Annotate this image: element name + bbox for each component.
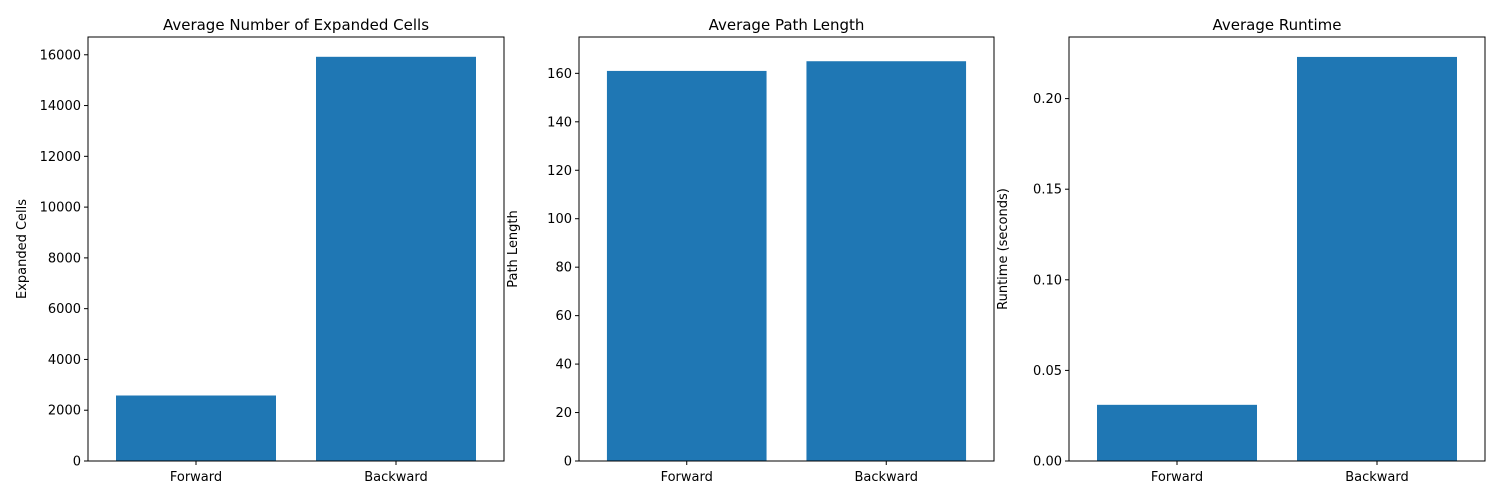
y-tick-label: 4000 <box>48 353 81 368</box>
y-tick-label: 0 <box>564 455 572 470</box>
chart-title: Average Runtime <box>1212 16 1341 34</box>
x-tick-label: Forward <box>170 470 222 485</box>
bar-backward <box>316 56 476 462</box>
y-tick-label: 80 <box>555 261 572 276</box>
y-tick-label: 12000 <box>40 150 81 165</box>
y-tick-label: 40 <box>555 358 572 373</box>
chart-title: Average Path Length <box>709 16 865 34</box>
y-tick-label: 0 <box>73 455 81 470</box>
y-tick-label: 0.00 <box>1033 455 1062 470</box>
y-tick-label: 8000 <box>48 251 81 266</box>
x-tick-label: Forward <box>661 470 713 485</box>
y-tick-label: 60 <box>555 309 572 324</box>
x-tick-label: Forward <box>1151 470 1203 485</box>
y-tick-label: 160 <box>547 67 572 82</box>
bar-backward <box>1297 56 1457 462</box>
y-tick-label: 0.15 <box>1033 183 1062 198</box>
y-tick-label: 20 <box>555 406 572 421</box>
y-tick-label: 0.20 <box>1033 92 1062 107</box>
y-tick-label: 0.10 <box>1033 273 1062 288</box>
x-tick-label: Backward <box>1345 470 1409 485</box>
bar-forward <box>116 395 276 461</box>
axes-frame <box>1068 36 1486 462</box>
y-tick-label: 100 <box>547 212 572 227</box>
x-tick-label: Backward <box>364 470 428 485</box>
y-tick-label: 140 <box>547 115 572 130</box>
y-axis-label: Expanded Cells <box>15 199 30 299</box>
y-tick-label: 16000 <box>40 48 81 63</box>
y-axis-label: Path Length <box>506 210 521 288</box>
y-axis-label: Runtime (seconds) <box>996 188 1011 310</box>
y-tick-label: 2000 <box>48 404 81 419</box>
bar-forward <box>606 70 767 462</box>
bar-backward <box>806 61 967 461</box>
y-tick-label: 6000 <box>48 302 81 317</box>
y-tick-label: 0.05 <box>1033 364 1062 379</box>
chart-panel-1: Forward Backward 0 2000 4000 6000 8000 10000 120… <box>15 16 505 485</box>
y-tick-label: 120 <box>547 164 572 179</box>
axes-frame <box>578 36 995 462</box>
bar-forward <box>1097 404 1257 461</box>
y-tick-label: 14000 <box>40 99 81 114</box>
chart-panel-3: Forward Backward 0.00 0.05 0.10 0.15 0.20 Avera… <box>996 16 1486 485</box>
y-tick-label: 10000 <box>40 201 81 216</box>
x-tick-label: Backward <box>854 470 918 485</box>
chart-panel-2: Forward Backward 0 20 40 60 80 100 120 140 160 Aver… <box>506 16 995 485</box>
axes-frame <box>87 36 505 462</box>
chart-title: Average Number of Expanded Cells <box>163 16 429 34</box>
